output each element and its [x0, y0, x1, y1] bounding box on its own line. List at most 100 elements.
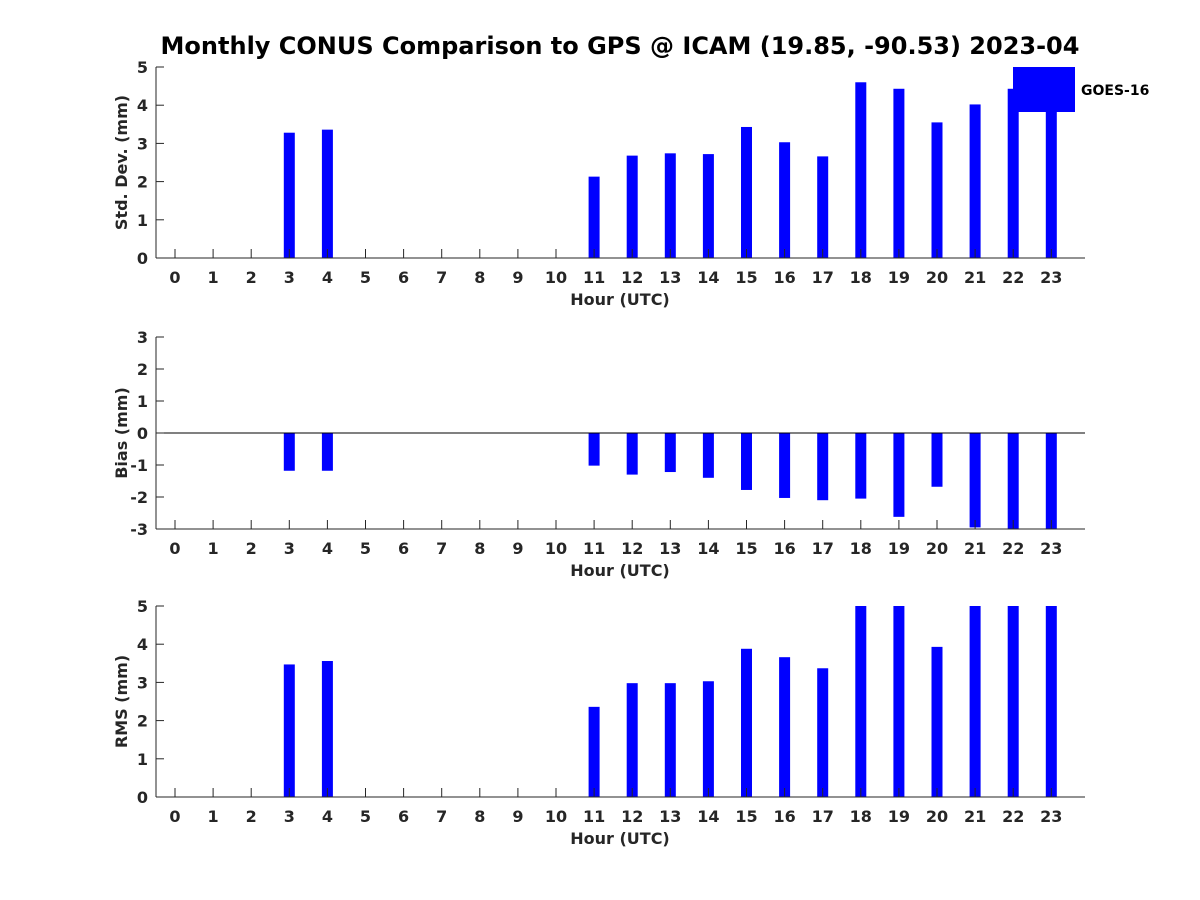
y-tick-label: 4: [137, 96, 148, 115]
x-tick-label: 3: [284, 268, 295, 287]
x-tick-label: 16: [773, 807, 795, 826]
bar-hour-14: [702, 433, 714, 478]
x-tick-label: 17: [812, 539, 834, 558]
bar-hour-11: [588, 706, 600, 797]
bar-hour-14: [702, 681, 714, 797]
x-tick-label: 21: [964, 268, 986, 287]
bar-hour-22: [1007, 88, 1019, 258]
x-tick-label: 21: [964, 539, 986, 558]
legend-swatch: [1013, 67, 1075, 112]
x-tick-label: 8: [474, 807, 485, 826]
x-tick-label: 1: [208, 539, 219, 558]
x-tick-label: 4: [322, 268, 333, 287]
y-tick-label: 4: [137, 635, 148, 654]
y-tick-label: -1: [130, 456, 148, 475]
x-tick-label: 16: [773, 539, 795, 558]
y-tick-label: 1: [137, 211, 148, 230]
x-tick-label: 23: [1040, 807, 1062, 826]
y-tick-label: 1: [137, 750, 148, 769]
x-tick-label: 0: [169, 268, 180, 287]
x-tick-label: 9: [512, 268, 523, 287]
bar-hour-17: [817, 668, 829, 797]
x-tick-label: 14: [697, 268, 719, 287]
bar-hour-3: [283, 664, 295, 797]
bar-hour-21: [969, 104, 981, 258]
x-tick-label: 8: [474, 539, 485, 558]
bar-hour-22: [1007, 433, 1019, 529]
bar-hour-16: [779, 433, 791, 498]
x-tick-label: 0: [169, 539, 180, 558]
bar-hour-15: [741, 433, 752, 490]
x-tick-label: 19: [888, 807, 910, 826]
x-tick-label: 22: [1002, 539, 1024, 558]
x-tick-label: 7: [436, 268, 447, 287]
x-tick-label: 16: [773, 268, 795, 287]
x-tick-label: 6: [398, 268, 409, 287]
bar-hour-4: [321, 661, 333, 797]
x-tick-label: 4: [322, 807, 333, 826]
x-tick-label: 11: [583, 807, 605, 826]
bar-hour-16: [779, 657, 791, 797]
bar-hour-18: [855, 433, 867, 499]
x-tick-label: 5: [360, 268, 371, 287]
x-tick-label: 11: [583, 268, 605, 287]
y-tick-label: 0: [137, 249, 148, 268]
y-tick-label: 5: [137, 597, 148, 616]
bar-hour-12: [626, 155, 638, 258]
y-tick-label: 1: [137, 392, 148, 411]
y-axis-label: RMS (mm): [112, 655, 131, 748]
x-tick-label: 7: [436, 539, 447, 558]
x-tick-label: 2: [246, 268, 257, 287]
y-tick-label: 3: [137, 673, 148, 692]
x-tick-label: 2: [246, 807, 257, 826]
x-axis-label: Hour (UTC): [570, 561, 670, 580]
bar-hour-18: [855, 82, 867, 258]
bar-hour-22: [1007, 606, 1019, 797]
x-tick-label: 10: [545, 539, 567, 558]
y-tick-label: 2: [137, 712, 148, 731]
bar-hour-14: [702, 154, 714, 258]
x-tick-label: 3: [284, 539, 295, 558]
x-tick-label: 6: [398, 807, 409, 826]
x-tick-label: 19: [888, 539, 910, 558]
bar-hour-18: [855, 606, 867, 797]
x-tick-label: 23: [1040, 539, 1062, 558]
y-tick-label: 3: [137, 328, 148, 347]
x-tick-label: 10: [545, 268, 567, 287]
legend-label: GOES-16: [1081, 83, 1149, 99]
x-tick-label: 20: [926, 268, 948, 287]
y-tick-label: 3: [137, 134, 148, 153]
bar-hour-13: [664, 153, 676, 258]
x-tick-label: 15: [735, 268, 757, 287]
x-tick-label: 5: [360, 539, 371, 558]
x-tick-label: 18: [850, 268, 872, 287]
bar-hour-23: [1045, 433, 1057, 529]
x-tick-label: 6: [398, 539, 409, 558]
x-tick-label: 19: [888, 268, 910, 287]
x-tick-label: 4: [322, 539, 333, 558]
x-tick-label: 17: [812, 268, 834, 287]
bar-hour-17: [817, 156, 829, 258]
x-tick-label: 13: [659, 807, 681, 826]
bar-hour-4: [321, 433, 333, 471]
x-tick-label: 18: [850, 539, 872, 558]
x-tick-label: 13: [659, 539, 681, 558]
x-tick-label: 22: [1002, 807, 1024, 826]
bar-hour-23: [1045, 606, 1057, 797]
x-tick-label: 12: [621, 268, 643, 287]
bar-hour-15: [741, 126, 752, 258]
bar-hour-19: [893, 433, 905, 517]
bar-hour-23: [1045, 100, 1057, 258]
x-tick-label: 20: [926, 807, 948, 826]
x-tick-label: 10: [545, 807, 567, 826]
x-tick-label: 20: [926, 539, 948, 558]
y-axis-label: Bias (mm): [112, 387, 131, 479]
x-tick-label: 0: [169, 807, 180, 826]
bar-hour-13: [664, 433, 676, 473]
x-tick-label: 15: [735, 539, 757, 558]
